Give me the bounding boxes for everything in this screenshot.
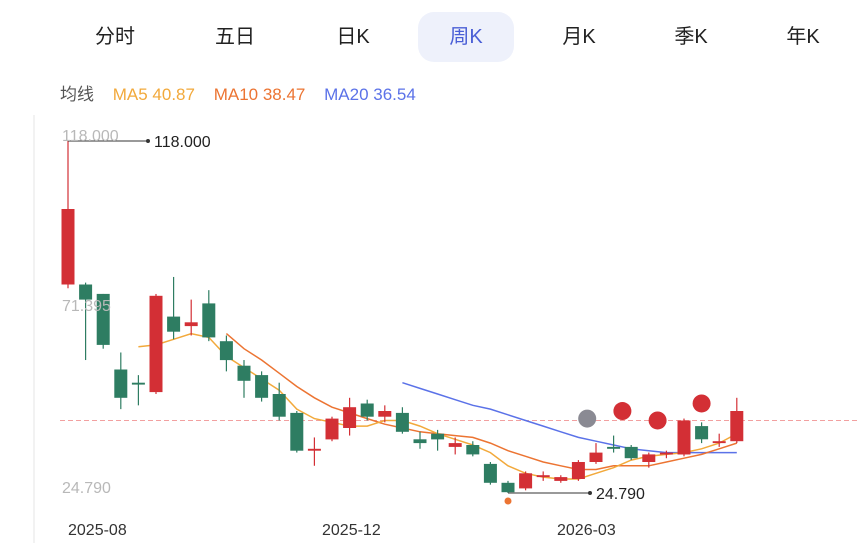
candle-body (554, 477, 568, 481)
tab-wuri[interactable]: 五日 (215, 26, 255, 48)
x-tick-label: 2025-12 (322, 522, 381, 539)
candle-body (272, 394, 286, 417)
axis-labels: 118.000 24.790 118.000 71.395 24.790 2025-08 2… (62, 128, 645, 539)
candle-body (501, 482, 515, 493)
max-price-label: 118.000 (154, 134, 211, 151)
y-tick-label: 118.000 (62, 128, 119, 145)
candle-body (607, 446, 621, 449)
candle-body (483, 463, 497, 483)
ma20-legend: MA20 36.54 (324, 85, 416, 104)
candle-body (167, 316, 181, 332)
ma10-legend: MA10 38.47 (213, 85, 306, 104)
candle-body (448, 443, 462, 447)
event-marker (692, 394, 711, 413)
min-price-label: 24.790 (596, 486, 645, 503)
max-label-dot (146, 139, 150, 143)
candle-body (431, 433, 445, 440)
event-markers (578, 394, 711, 430)
tab-yuek[interactable]: 月K (562, 26, 596, 48)
candle-body (659, 452, 673, 455)
tab-rik[interactable]: 日K (336, 26, 370, 48)
tab-fenshi[interactable]: 分时 (95, 26, 135, 48)
min-label-dot (588, 491, 592, 495)
candle-body (571, 462, 585, 479)
x-tick-label: 2026-03 (557, 522, 616, 539)
event-marker (578, 409, 597, 428)
candle-body (79, 284, 93, 300)
candle-body (642, 454, 656, 462)
candle-body (589, 452, 603, 462)
candle-body (184, 322, 198, 327)
period-tabs: 分时 五日 日K 周K 月K 季K 年K (0, 0, 860, 78)
event-marker (613, 402, 632, 421)
chart-grid (33, 115, 860, 543)
candle-body (61, 209, 75, 285)
candle-body (131, 382, 145, 385)
candle-body (536, 475, 550, 478)
event-marker (648, 411, 667, 430)
candle-body (325, 418, 339, 440)
kline-chart[interactable]: 118.000 24.790 118.000 71.395 24.790 2025-08 2… (0, 115, 860, 543)
candle-body (202, 303, 216, 338)
candles (61, 141, 744, 493)
candle-body (96, 293, 110, 345)
candle-body (255, 375, 269, 398)
candle-body (219, 341, 233, 361)
candle-body (624, 446, 638, 459)
candle-body (695, 426, 709, 440)
candle-body (149, 295, 163, 393)
tab-niank[interactable]: 年K (786, 26, 820, 48)
y-tick-label: 24.790 (62, 480, 111, 497)
candle-body (730, 411, 744, 442)
candle-body (677, 420, 691, 455)
tab-zhouk[interactable]: 周K (418, 12, 514, 62)
tab-jik[interactable]: 季K (674, 26, 708, 48)
candle-body (307, 448, 321, 451)
x-tick-label: 2025-08 (68, 522, 127, 539)
candle-body (378, 411, 392, 417)
candle-body (466, 445, 480, 455)
candle-body (360, 403, 374, 417)
candle-body (114, 369, 128, 398)
candle-body (395, 412, 409, 432)
candle-body (519, 473, 533, 489)
ma10-line (225, 333, 738, 471)
candle-body (290, 412, 304, 451)
ma-legend: 均线 MA5 40.87 MA10 38.47 MA20 36.54 (60, 82, 430, 108)
y-tick-label: 71.395 (62, 298, 111, 315)
candle-body (413, 439, 427, 444)
ma5-legend: MA5 40.87 (112, 85, 195, 104)
candle-body (343, 407, 357, 428)
ma-legend-title: 均线 (60, 85, 94, 104)
candle-body (712, 441, 726, 444)
candle-body (237, 365, 251, 381)
min-marker-dot (504, 497, 512, 505)
